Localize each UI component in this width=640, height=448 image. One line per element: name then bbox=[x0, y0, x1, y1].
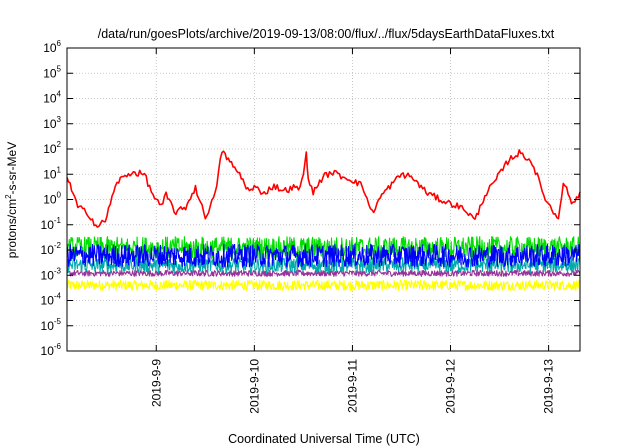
y-axis-label-suffix: -s-sr-MeV bbox=[5, 142, 19, 195]
chart-title: /data/run/goesPlots/archive/2019-09-13/0… bbox=[98, 27, 555, 41]
x-tick-label: 2019-9-10 bbox=[247, 359, 261, 414]
y-tick-label: 10-3 bbox=[41, 266, 62, 282]
y-tick-label: 102 bbox=[43, 140, 61, 156]
series-line-4 bbox=[66, 269, 581, 277]
x-tick-label: 2019-9-9 bbox=[149, 359, 163, 407]
y-axis-label: protons/cm2-s-sr-MeV bbox=[4, 142, 19, 258]
y-tick-label: 106 bbox=[43, 39, 61, 55]
plot-frame bbox=[66, 47, 581, 352]
y-tick-label: 10-6 bbox=[41, 342, 62, 358]
series-line-5 bbox=[66, 279, 581, 291]
grid bbox=[67, 47, 580, 352]
axes: 10-6 10-5 10-4 10-3 10-2 10-1 100 101 102 103 104 1… bbox=[41, 39, 580, 414]
y-tick-label: 10-5 bbox=[41, 317, 62, 333]
x-tick-label: 2019-9-13 bbox=[542, 359, 556, 414]
y-tick-label: 105 bbox=[43, 64, 61, 80]
y-tick-label: 10-4 bbox=[41, 292, 62, 308]
y-tick-label: 10-2 bbox=[41, 241, 62, 257]
series-line-1 bbox=[66, 236, 581, 260]
y-tick-label: 104 bbox=[43, 90, 61, 106]
series-layer bbox=[66, 149, 581, 291]
y-tick-label: 101 bbox=[43, 165, 61, 181]
x-tick-label: 2019-9-12 bbox=[444, 359, 458, 414]
series-line-0 bbox=[66, 149, 581, 228]
x-tick-label: 2019-9-11 bbox=[345, 359, 359, 413]
y-axis-label-prefix: protons/cm bbox=[5, 199, 19, 258]
series-line-2 bbox=[66, 243, 581, 268]
y-axis-label-sup: 2 bbox=[4, 194, 13, 199]
x-axis-label: Coordinated Universal Time (UTC) bbox=[228, 432, 420, 446]
y-tick-label: 10-1 bbox=[41, 216, 62, 232]
y-tick-label: 100 bbox=[43, 191, 61, 207]
y-tick-label: 103 bbox=[43, 115, 61, 131]
